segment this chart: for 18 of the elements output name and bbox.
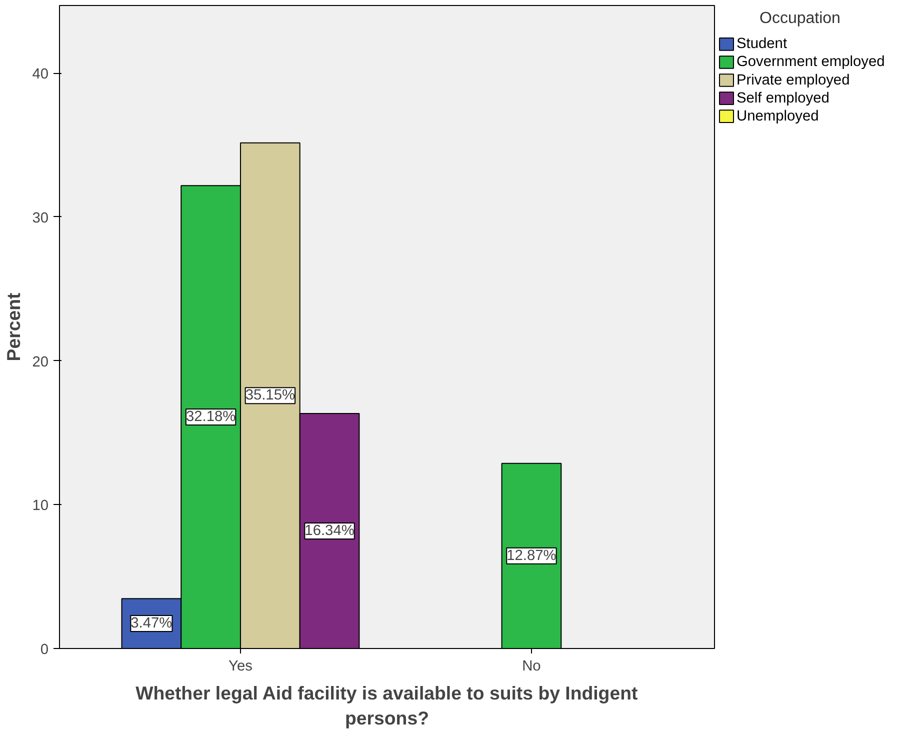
legend-label: Self employed	[736, 90, 830, 106]
data-label: 35.15%	[245, 388, 296, 404]
data-label: 12.87%	[506, 548, 556, 564]
x-tick-label: Yes	[228, 658, 252, 674]
y-axis-title: Percent	[3, 292, 24, 362]
legend-label: Government employed	[736, 54, 885, 70]
x-axis-title: Whether legal Aid facility is available to suits by Indigent persons?	[136, 682, 638, 729]
y-tick-label: 20	[32, 354, 49, 370]
y-tick-label: 10	[32, 498, 49, 514]
legend-label: Private employed	[736, 72, 850, 88]
data-label: 16.34%	[304, 522, 354, 539]
legend-label: Unemployed	[736, 108, 819, 124]
x-tick-label: No	[522, 658, 541, 674]
legend-title: Occupation	[760, 10, 840, 28]
y-tick-label: 0	[40, 642, 49, 658]
y-tick-label: 40	[32, 66, 49, 83]
legend-label: Student	[736, 36, 788, 52]
y-tick-label: 30	[32, 210, 49, 226]
